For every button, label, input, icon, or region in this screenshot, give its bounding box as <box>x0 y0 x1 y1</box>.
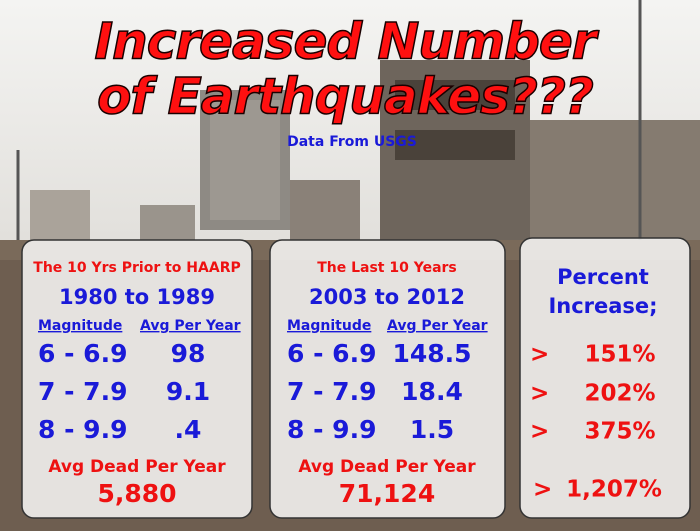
avg-per-year: 18.4 <box>401 377 463 406</box>
dead-label: Avg Dead Per Year <box>48 457 226 477</box>
panel <box>21 239 253 519</box>
magnitude: 6 - 6.9 <box>287 339 376 368</box>
column-header: Magnitude <box>38 318 122 334</box>
content: The 10 Yrs Prior to HAARP 1980 to 1989 Mag… <box>33 260 662 508</box>
column-header: Avg Per Year <box>140 318 241 334</box>
title: Increased Number <box>95 13 600 71</box>
dead-label: Avg Dead Per Year <box>298 457 476 477</box>
increase-arrow: > <box>533 477 552 503</box>
dead-value: 5,880 <box>97 479 176 508</box>
magnitude: 7 - 7.9 <box>38 377 127 406</box>
increase-arrow: > <box>530 381 549 407</box>
increase-value: 202% <box>584 381 655 407</box>
magnitude: 6 - 6.9 <box>38 339 127 368</box>
panel <box>269 239 506 519</box>
increase-value: 151% <box>584 342 655 368</box>
avg-per-year: 9.1 <box>166 377 210 406</box>
avg-per-year: 1.5 <box>410 415 454 444</box>
magnitude: 8 - 9.9 <box>287 415 376 444</box>
period: 1980 to 1989 <box>59 285 215 309</box>
avg-per-year: .4 <box>175 415 202 444</box>
magnitude: 8 - 9.9 <box>38 415 127 444</box>
title: of Earthquakes??? <box>97 68 593 126</box>
avg-per-year: 148.5 <box>392 339 471 368</box>
panel <box>519 237 691 519</box>
column-header: Magnitude <box>287 318 371 334</box>
increase-heading: Percent <box>557 265 649 289</box>
increase-arrow: > <box>530 342 549 368</box>
avg-per-year: 98 <box>171 339 206 368</box>
column-header: Avg Per Year <box>387 318 488 334</box>
increase-value: 375% <box>584 419 655 445</box>
period: 2003 to 2012 <box>309 285 465 309</box>
dead-value: 71,124 <box>339 479 435 508</box>
subtitle: Data From USGS <box>287 134 417 150</box>
increase-arrow: > <box>530 419 549 445</box>
increase-heading: Increase; <box>548 294 657 318</box>
panel-heading: The 10 Yrs Prior to HAARP <box>33 260 240 276</box>
panel-heading: The Last 10 Years <box>317 260 457 276</box>
magnitude: 7 - 7.9 <box>287 377 376 406</box>
increase-value: 1,207% <box>566 477 662 503</box>
